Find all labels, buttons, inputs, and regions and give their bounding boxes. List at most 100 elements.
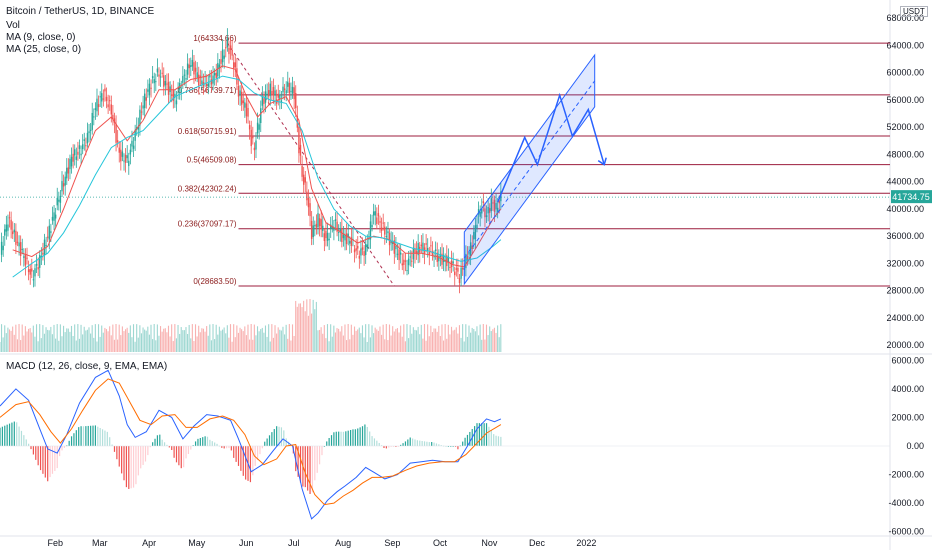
candle-body (236, 68, 238, 85)
volume-bar (404, 341, 406, 352)
candle-body (264, 91, 267, 103)
candle-body (182, 76, 184, 83)
macd-histogram-bar (485, 423, 488, 446)
volume-bar (431, 332, 433, 352)
volume-bar (323, 325, 325, 352)
volume-bar (75, 340, 77, 352)
volume-bar (358, 327, 360, 352)
candle-body (156, 68, 159, 73)
volume-bar (268, 324, 270, 352)
volume-bar (423, 324, 426, 352)
volume-bar (320, 327, 322, 352)
candle-body (350, 237, 353, 246)
candle-body (174, 93, 176, 98)
candle-body (175, 100, 178, 105)
volume-bar (349, 339, 351, 352)
candle-body (409, 256, 411, 258)
macd-histogram-bar (285, 438, 287, 446)
ma9-legend[interactable]: MA (9, close, 0) (6, 32, 76, 43)
macd-histogram-bar (39, 446, 42, 471)
volume-bar (70, 325, 73, 352)
candle-body (137, 126, 140, 130)
candle-body (339, 228, 341, 232)
macd-histogram-bar (452, 446, 454, 447)
candle-body (380, 227, 383, 231)
volume-bar (167, 325, 170, 352)
candle-body (245, 103, 248, 117)
macd-tick-label: -2000.00 (888, 470, 924, 480)
fib-level-label: 1(64334.66) (193, 34, 236, 43)
ma25-legend[interactable]: MA (25, close, 0) (6, 44, 82, 55)
macd-histogram-bar (309, 446, 311, 494)
candle-body (449, 266, 451, 268)
volume-bar (419, 334, 421, 352)
volume-bar (336, 328, 338, 352)
candle-body (105, 96, 108, 101)
macd-histogram-bar (326, 441, 328, 446)
volume-bar (468, 325, 470, 352)
currency-label[interactable]: USDT (900, 6, 928, 17)
macd-histogram-bar (378, 442, 380, 446)
macd-histogram-bar (347, 430, 349, 446)
time-tick-label: Aug (335, 538, 351, 548)
price-tick-label: 56000.00 (886, 95, 924, 105)
macd-histogram-bar (335, 431, 337, 446)
candle-body (209, 74, 211, 78)
candle-body (366, 244, 368, 247)
volume-bar (85, 330, 87, 352)
macd-histogram-bar (364, 424, 366, 446)
candle-body (39, 255, 41, 268)
candle-body (78, 145, 81, 149)
candle-body (258, 124, 260, 130)
candle-body (72, 153, 74, 162)
macd-histogram-bar (6, 424, 8, 446)
macd-histogram-bar (314, 446, 316, 481)
price-tick-label: 40000.00 (886, 204, 924, 214)
candle-body (166, 83, 168, 85)
macd-histogram-bar (476, 423, 478, 446)
vol-legend[interactable]: Vol (6, 20, 20, 31)
volume-bar (489, 326, 491, 352)
candle-body (310, 220, 313, 239)
candle-body (347, 233, 349, 238)
candle-body (124, 154, 127, 163)
volume-bar (236, 325, 238, 352)
volume-bar (393, 331, 395, 352)
volume-bar (241, 329, 243, 352)
volume-bar (145, 330, 147, 352)
macd-histogram-bar (214, 442, 216, 446)
macd-histogram-bar (330, 435, 333, 446)
macd-histogram-bar (242, 446, 244, 476)
volume-bar (58, 340, 60, 352)
candle-body (34, 268, 36, 277)
candle-body (361, 247, 364, 250)
volume-bar (460, 337, 462, 352)
macd-histogram-bar (402, 443, 404, 446)
volume-bar (328, 341, 330, 352)
time-tick-label: Oct (433, 538, 448, 548)
candle-body (261, 96, 264, 106)
candle-body (487, 207, 489, 214)
candle-body (126, 155, 128, 159)
volume-bar (433, 328, 435, 352)
candle-body (460, 267, 462, 279)
volume-bar (125, 329, 127, 352)
candle-body (45, 245, 47, 247)
macd-legend[interactable]: MACD (12, 26, close, 9, EMA, EMA) (6, 361, 168, 372)
volume-bar (346, 340, 348, 352)
symbol-title[interactable]: Bitcoin / TetherUS, 1D, BINANCE (6, 6, 155, 17)
candle-body (234, 62, 237, 68)
candle-body (489, 208, 491, 213)
macd-histogram-bar (416, 440, 418, 446)
volume-bar (446, 338, 448, 352)
macd-histogram-bar (0, 427, 1, 446)
macd-histogram-bar (42, 446, 44, 474)
volume-bar (287, 338, 289, 352)
volume-bar (339, 331, 341, 352)
candle-body (109, 100, 111, 102)
candle-body (298, 126, 300, 154)
candle-body (51, 216, 54, 221)
channel-midline (463, 80, 596, 259)
volume-bar (156, 324, 158, 352)
